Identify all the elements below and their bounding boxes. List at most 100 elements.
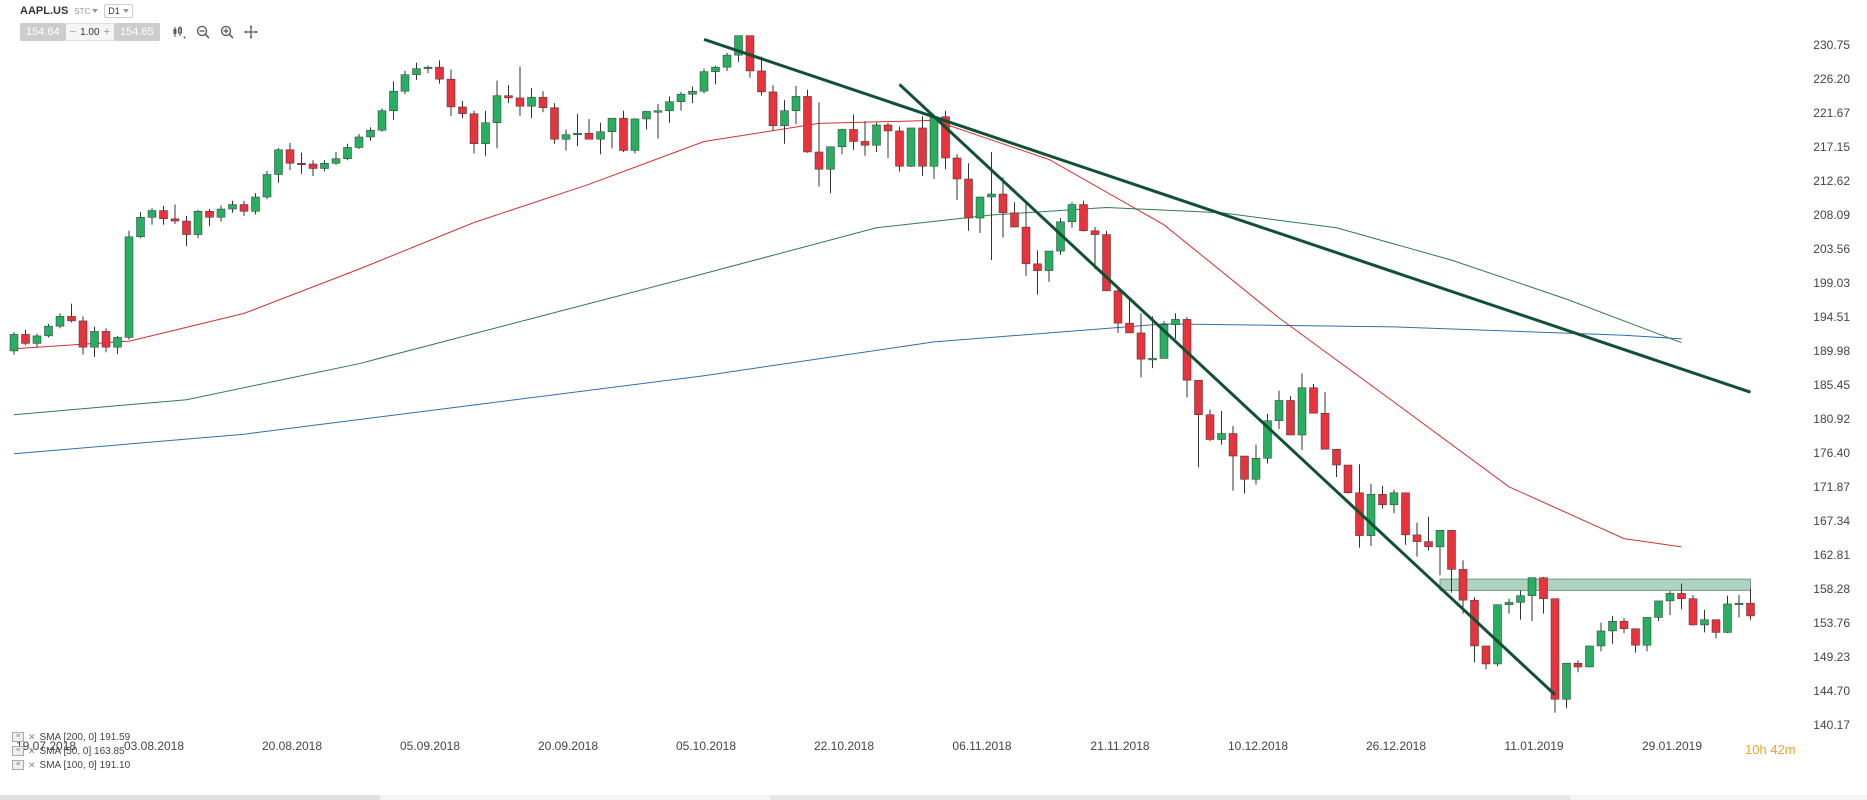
candle-down <box>435 66 444 80</box>
candle-up <box>699 71 709 92</box>
candle-up <box>1067 204 1077 223</box>
candle-up <box>642 111 651 120</box>
candle-up <box>32 335 42 344</box>
zoom-out-icon[interactable] <box>196 25 210 39</box>
candle-up <box>400 74 410 92</box>
candle-down <box>1573 662 1583 668</box>
candle-up <box>1493 604 1502 665</box>
x-axis-tick-label: 05.09.2018 <box>400 739 460 753</box>
legend-item-sma-50[interactable]: ≡ ✕ SMA [50, 0] 163.85 <box>12 744 130 758</box>
candle-down <box>1079 204 1088 232</box>
candle-down <box>895 130 904 167</box>
candle-down <box>1550 598 1560 700</box>
candles-type-icon[interactable] <box>172 25 186 39</box>
close-icon[interactable]: ✕ <box>28 759 36 770</box>
candle-down <box>1194 379 1203 415</box>
candle-down <box>1033 263 1042 271</box>
candle-down <box>768 91 778 126</box>
candle-down <box>1136 332 1146 360</box>
candle-up <box>1608 620 1617 632</box>
legend-item-sma-200[interactable]: ≡ ✕ SMA [200, 0] 191.59 <box>12 730 130 744</box>
chart-scrollbar[interactable] <box>0 795 1867 800</box>
candle-down <box>1447 530 1456 570</box>
candle-up <box>147 210 157 218</box>
candle-up <box>653 110 663 113</box>
candle-up <box>527 96 536 107</box>
candle-up <box>492 95 502 123</box>
countdown-minutes: 42m <box>1770 742 1796 757</box>
candle-down <box>803 96 812 153</box>
candle-down <box>550 107 559 140</box>
close-icon[interactable]: ✕ <box>28 731 36 742</box>
lot-size-stepper[interactable]: − 1.00 + <box>65 23 114 41</box>
candle-down <box>1309 387 1318 414</box>
y-axis-tick-label: 212.62 <box>1813 174 1850 188</box>
candle-down <box>998 193 1008 214</box>
chart-header: AAPL.US STC D1 <box>20 3 133 19</box>
indicator-settings-icon[interactable]: ≡ <box>12 746 24 756</box>
timeframe-select[interactable]: D1 <box>104 4 133 18</box>
candle-down <box>182 220 191 235</box>
candle-down <box>1332 449 1341 466</box>
candle-up <box>1665 593 1675 602</box>
y-axis-tick-label: 221.67 <box>1813 106 1850 120</box>
symbol-type-select[interactable]: STC <box>74 6 99 16</box>
lot-size-value[interactable]: 1.00 <box>80 26 100 38</box>
candle-up <box>688 90 697 95</box>
chevron-down-icon <box>92 9 99 13</box>
trendline <box>703 37 1751 394</box>
candle-up <box>55 316 65 327</box>
scrollbar-thumb[interactable] <box>0 795 380 800</box>
candle-up <box>791 96 801 111</box>
sma-200-line <box>13 323 1682 455</box>
indicator-settings-icon[interactable]: ≡ <box>12 732 24 742</box>
symbol-type-label: STC <box>74 6 91 16</box>
indicator-settings-icon[interactable]: ≡ <box>12 760 24 770</box>
x-axis-tick-label: 05.10.2018 <box>676 739 736 753</box>
legend-item-sma-100[interactable]: ≡ ✕ SMA [100, 0] 191.10 <box>12 758 130 772</box>
lot-increase-button[interactable]: + <box>103 26 110 38</box>
y-axis-tick-label: 144.70 <box>1813 684 1850 698</box>
candle-up <box>1516 595 1525 603</box>
x-axis-tick-label: 20.08.2018 <box>262 739 322 753</box>
candle-down <box>1711 619 1721 633</box>
y-axis-tick-label: 167.34 <box>1813 514 1850 528</box>
lot-decrease-button[interactable]: − <box>69 26 77 38</box>
candle-up <box>216 208 226 218</box>
buy-price-button[interactable]: 154.65 <box>114 23 160 41</box>
y-axis-tick-label: 176.40 <box>1813 446 1850 460</box>
y-axis-tick-label: 226.20 <box>1813 72 1850 86</box>
candle-up <box>377 110 387 131</box>
candle-up <box>1562 662 1571 700</box>
candle-up <box>136 217 145 238</box>
y-axis-tick-label: 149.23 <box>1813 650 1850 664</box>
zoom-in-icon[interactable] <box>220 25 234 39</box>
candle-down <box>1619 620 1629 629</box>
candle-down <box>1205 414 1215 440</box>
candle-up <box>1527 577 1537 596</box>
symbol-label[interactable]: AAPL.US <box>20 5 69 17</box>
candle-up <box>412 68 421 75</box>
candle-up <box>837 129 847 147</box>
candle-down <box>469 113 479 144</box>
sma-50-line <box>13 119 1682 548</box>
candle-up <box>1654 600 1663 618</box>
close-icon[interactable]: ✕ <box>28 745 36 756</box>
crosshair-move-icon[interactable] <box>243 25 258 39</box>
candle-down <box>619 117 628 151</box>
sell-price-button[interactable]: 154.64 <box>20 23 66 41</box>
candle-down <box>860 141 870 146</box>
candle-down <box>1320 412 1330 450</box>
candle-down <box>538 96 548 108</box>
indicator-legend: ≡ ✕ SMA [200, 0] 191.59 ≡ ✕ SMA [50, 0] … <box>12 730 130 772</box>
candle-up <box>389 90 398 111</box>
candle-up <box>251 196 260 212</box>
candle-down <box>101 331 111 348</box>
candle-up <box>366 129 375 138</box>
candle-down <box>1631 628 1640 646</box>
candle-down <box>1746 602 1755 617</box>
candle-up <box>780 110 789 126</box>
candle-up <box>975 196 985 219</box>
candle-up <box>596 131 605 140</box>
